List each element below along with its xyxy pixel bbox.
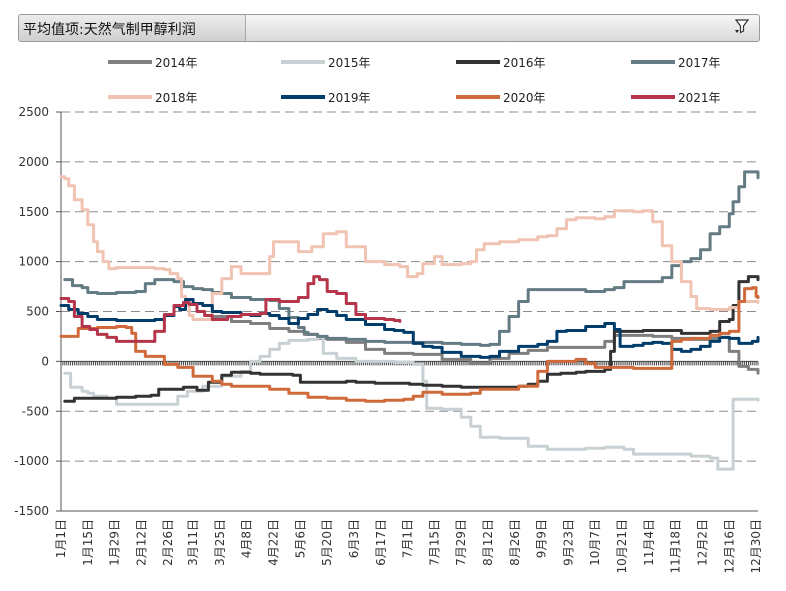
x-tick-label: 1月29日	[108, 519, 122, 566]
x-tick-label: 11月4日	[642, 519, 656, 566]
y-tick-label: 0	[41, 354, 49, 368]
x-tick-label: 9月23日	[561, 519, 575, 566]
y-tick-label: 2000	[18, 155, 49, 169]
x-tick-label: 1月1日	[54, 519, 68, 558]
series-line-2021年	[59, 275, 402, 343]
x-tick-label: 3月25日	[213, 519, 227, 566]
series-line-2016年	[63, 275, 760, 403]
value-field-button[interactable]: 平均值项:天然气制甲醇利润	[19, 15, 246, 41]
value-field-label: 平均值项:天然气制甲醇利润	[23, 22, 196, 38]
x-axis: 1月1日 1月15日 1月29日 2月12日 2月26日 3月11日 3月25日 4月8日 4月…	[54, 360, 763, 574]
legend-label: 2014年	[155, 56, 198, 70]
y-tick-label: 500	[26, 305, 49, 319]
y-tick-label: -500	[22, 404, 49, 418]
legend-label: 2016年	[503, 56, 546, 70]
x-tick-label: 10月21日	[615, 519, 629, 574]
x-tick-label: 6月17日	[374, 519, 388, 566]
x-tick-label: 7月29日	[454, 519, 468, 566]
x-tick-label: 4月8日	[240, 519, 254, 558]
x-tick-label: 4月22日	[267, 519, 281, 566]
x-tick-label: 9月9日	[535, 519, 549, 558]
legend-label: 2021年	[678, 91, 721, 105]
x-tick-label: 12月2日	[695, 519, 709, 566]
legend: 2014年 2015年 2016年 2017年 2018年 2019年 2020年 2021年	[108, 56, 721, 105]
x-tick-label: 11月18日	[669, 519, 683, 574]
x-tick-label: 10月7日	[588, 519, 602, 566]
x-tick-label: 1月15日	[81, 519, 95, 566]
y-tick-label: 2500	[18, 105, 49, 119]
x-tick-label: 2月26日	[161, 519, 175, 566]
filter-dropdown-icon[interactable]	[733, 18, 751, 36]
y-tick-label: 1500	[18, 205, 49, 219]
series-line-2020年	[59, 286, 760, 403]
series-line-2019年	[59, 298, 760, 359]
legend-label: 2020年	[503, 91, 546, 105]
x-tick-label: 7月15日	[427, 519, 441, 566]
x-tick-label: 5月20日	[320, 519, 334, 566]
x-tick-label: 2月12日	[134, 519, 148, 566]
x-tick-label: 3月11日	[186, 519, 200, 566]
series-line-2017年	[63, 170, 760, 347]
legend-label: 2019年	[328, 91, 371, 105]
x-tick-label: 8月26日	[508, 519, 522, 566]
y-tick-label: -1500	[14, 504, 49, 518]
x-tick-label: 6月3日	[347, 519, 361, 558]
x-tick-label: 8月12日	[481, 519, 495, 566]
x-tick-label: 12月30日	[749, 519, 763, 574]
y-tick-label: 1000	[18, 255, 49, 269]
legend-label: 2017年	[678, 56, 721, 70]
x-tick-label: 5月6日	[293, 519, 307, 558]
pivot-field-bar: 平均值项:天然气制甲醇利润	[18, 14, 760, 42]
series-line-2018年	[59, 175, 760, 321]
x-tick-label: 7月1日	[401, 519, 415, 558]
series-line-2015年	[63, 335, 760, 471]
y-tick-label: -1000	[14, 454, 49, 468]
x-tick-label: 12月16日	[722, 519, 736, 574]
legend-label: 2015年	[328, 56, 371, 70]
y-axis-ticks: 2500 2000 1500 1000 500 0 -500 -1000 -1500	[14, 105, 62, 518]
gridlines	[61, 111, 758, 462]
legend-label: 2018年	[155, 91, 198, 105]
series-lines	[59, 170, 760, 471]
